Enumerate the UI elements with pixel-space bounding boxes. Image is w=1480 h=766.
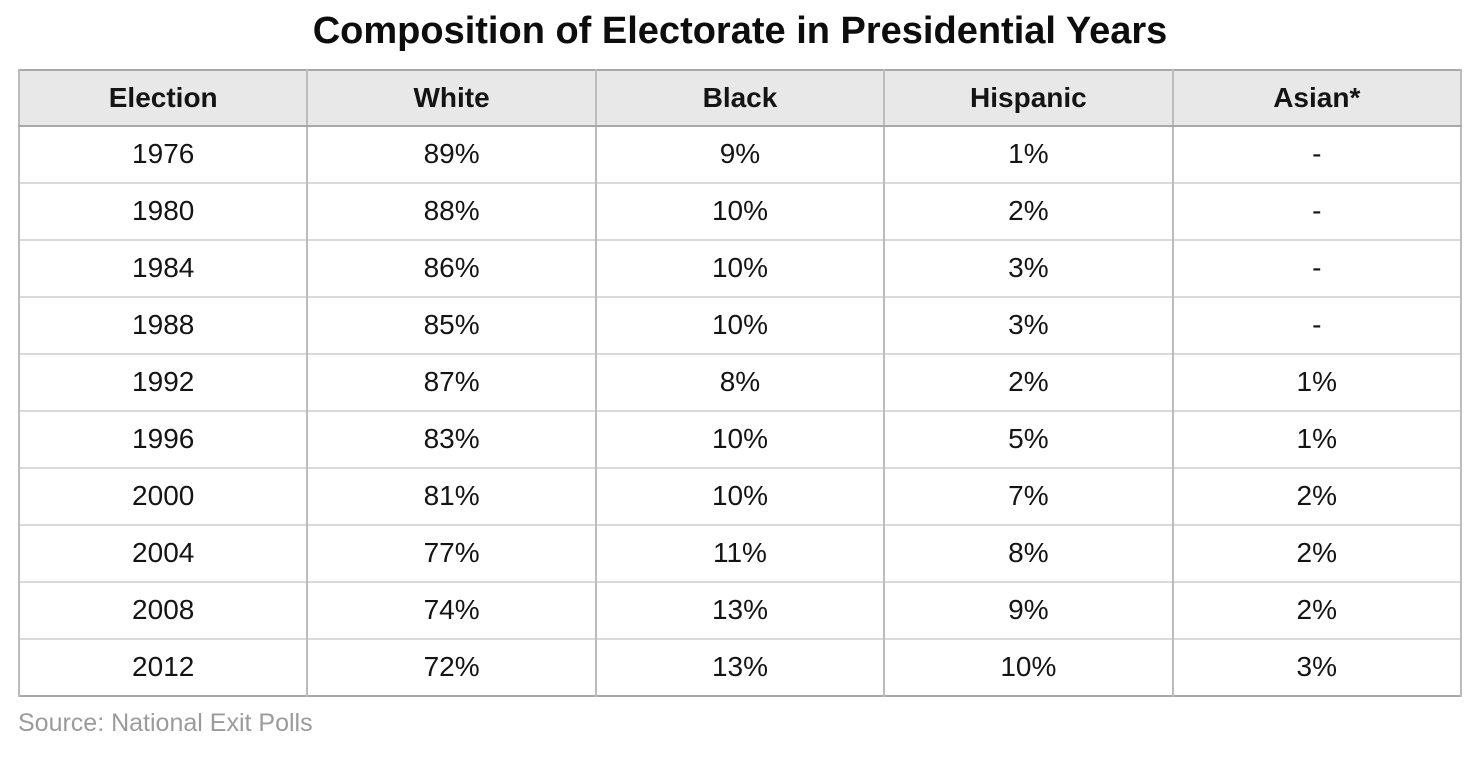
year-cell: 1980 [17,181,309,240]
value-cell: 3% [883,238,1174,297]
column-header-white: White [306,69,597,127]
table-row: 1988 85% 10% 3% - [17,295,1463,354]
table-body: 1976 89% 9% 1% -1980 88% 10% 2% -1984 86% 10% 3% -19… [17,125,1463,696]
value-cell: 10% [594,238,886,297]
value-cell: 13% [594,637,886,696]
value-cell: 87% [306,352,597,411]
table-row: 2000 81% 10% 7% 2% [17,466,1463,525]
value-cell: 9% [883,580,1174,639]
value-cell: - [1171,181,1463,240]
value-cell: 89% [306,125,597,183]
value-cell: 8% [883,523,1174,582]
value-cell: 74% [306,580,597,639]
value-cell: 5% [883,409,1174,468]
year-cell: 2004 [17,523,309,582]
table-row: 1976 89% 9% 1% - [17,125,1463,183]
value-cell: 72% [306,637,597,696]
value-cell: 1% [1171,352,1463,411]
value-cell: 86% [306,238,597,297]
value-cell: 3% [883,295,1174,354]
column-header-black: Black [594,69,886,127]
year-cell: 1996 [17,409,309,468]
year-cell: 1988 [17,295,309,354]
table-row: 2004 77% 11% 8% 2% [17,523,1463,582]
year-cell: 2000 [17,466,309,525]
value-cell: 77% [306,523,597,582]
year-cell: 1984 [17,238,309,297]
value-cell: 2% [1171,580,1463,639]
year-cell: 2008 [17,580,309,639]
value-cell: 10% [594,409,886,468]
table-row: 2012 72% 13% 10% 3% [17,637,1463,696]
value-cell: 88% [306,181,597,240]
value-cell: 2% [1171,466,1463,525]
header-row: Election White Black Hispanic Asian* [17,69,1463,127]
column-header-hispanic: Hispanic [883,69,1174,127]
table-row: 1992 87% 8% 2% 1% [17,352,1463,411]
value-cell: - [1171,295,1463,354]
year-cell: 2012 [17,637,309,696]
electorate-table: Election White Black Hispanic Asian* 1976 89%… [17,68,1463,697]
value-cell: 81% [306,466,597,525]
table-row: 1996 83% 10% 5% 1% [17,409,1463,468]
value-cell: - [1171,125,1463,183]
value-cell: - [1171,238,1463,297]
value-cell: 10% [883,637,1174,696]
value-cell: 2% [883,181,1174,240]
value-cell: 3% [1171,637,1463,696]
value-cell: 13% [594,580,886,639]
value-cell: 8% [594,352,886,411]
value-cell: 2% [883,352,1174,411]
year-cell: 1992 [17,352,309,411]
chart-title: Composition of Electorate in Presidentia… [312,10,1168,52]
value-cell: 10% [594,181,886,240]
value-cell: 11% [594,523,886,582]
value-cell: 85% [306,295,597,354]
table-row: 2008 74% 13% 9% 2% [17,580,1463,639]
value-cell: 10% [594,295,886,354]
table-row: 1984 86% 10% 3% - [17,238,1463,297]
value-cell: 2% [1171,523,1463,582]
source-note: Source: National Exit Polls [18,708,313,737]
year-cell: 1976 [17,125,309,183]
column-header-asian: Asian* [1171,69,1463,127]
table-header: Election White Black Hispanic Asian* [17,69,1463,127]
table-row: 1980 88% 10% 2% - [17,181,1463,240]
value-cell: 9% [594,125,886,183]
value-cell: 1% [1171,409,1463,468]
value-cell: 10% [594,466,886,525]
value-cell: 83% [306,409,597,468]
value-cell: 1% [883,125,1174,183]
column-header-election: Election [17,69,309,127]
value-cell: 7% [883,466,1174,525]
